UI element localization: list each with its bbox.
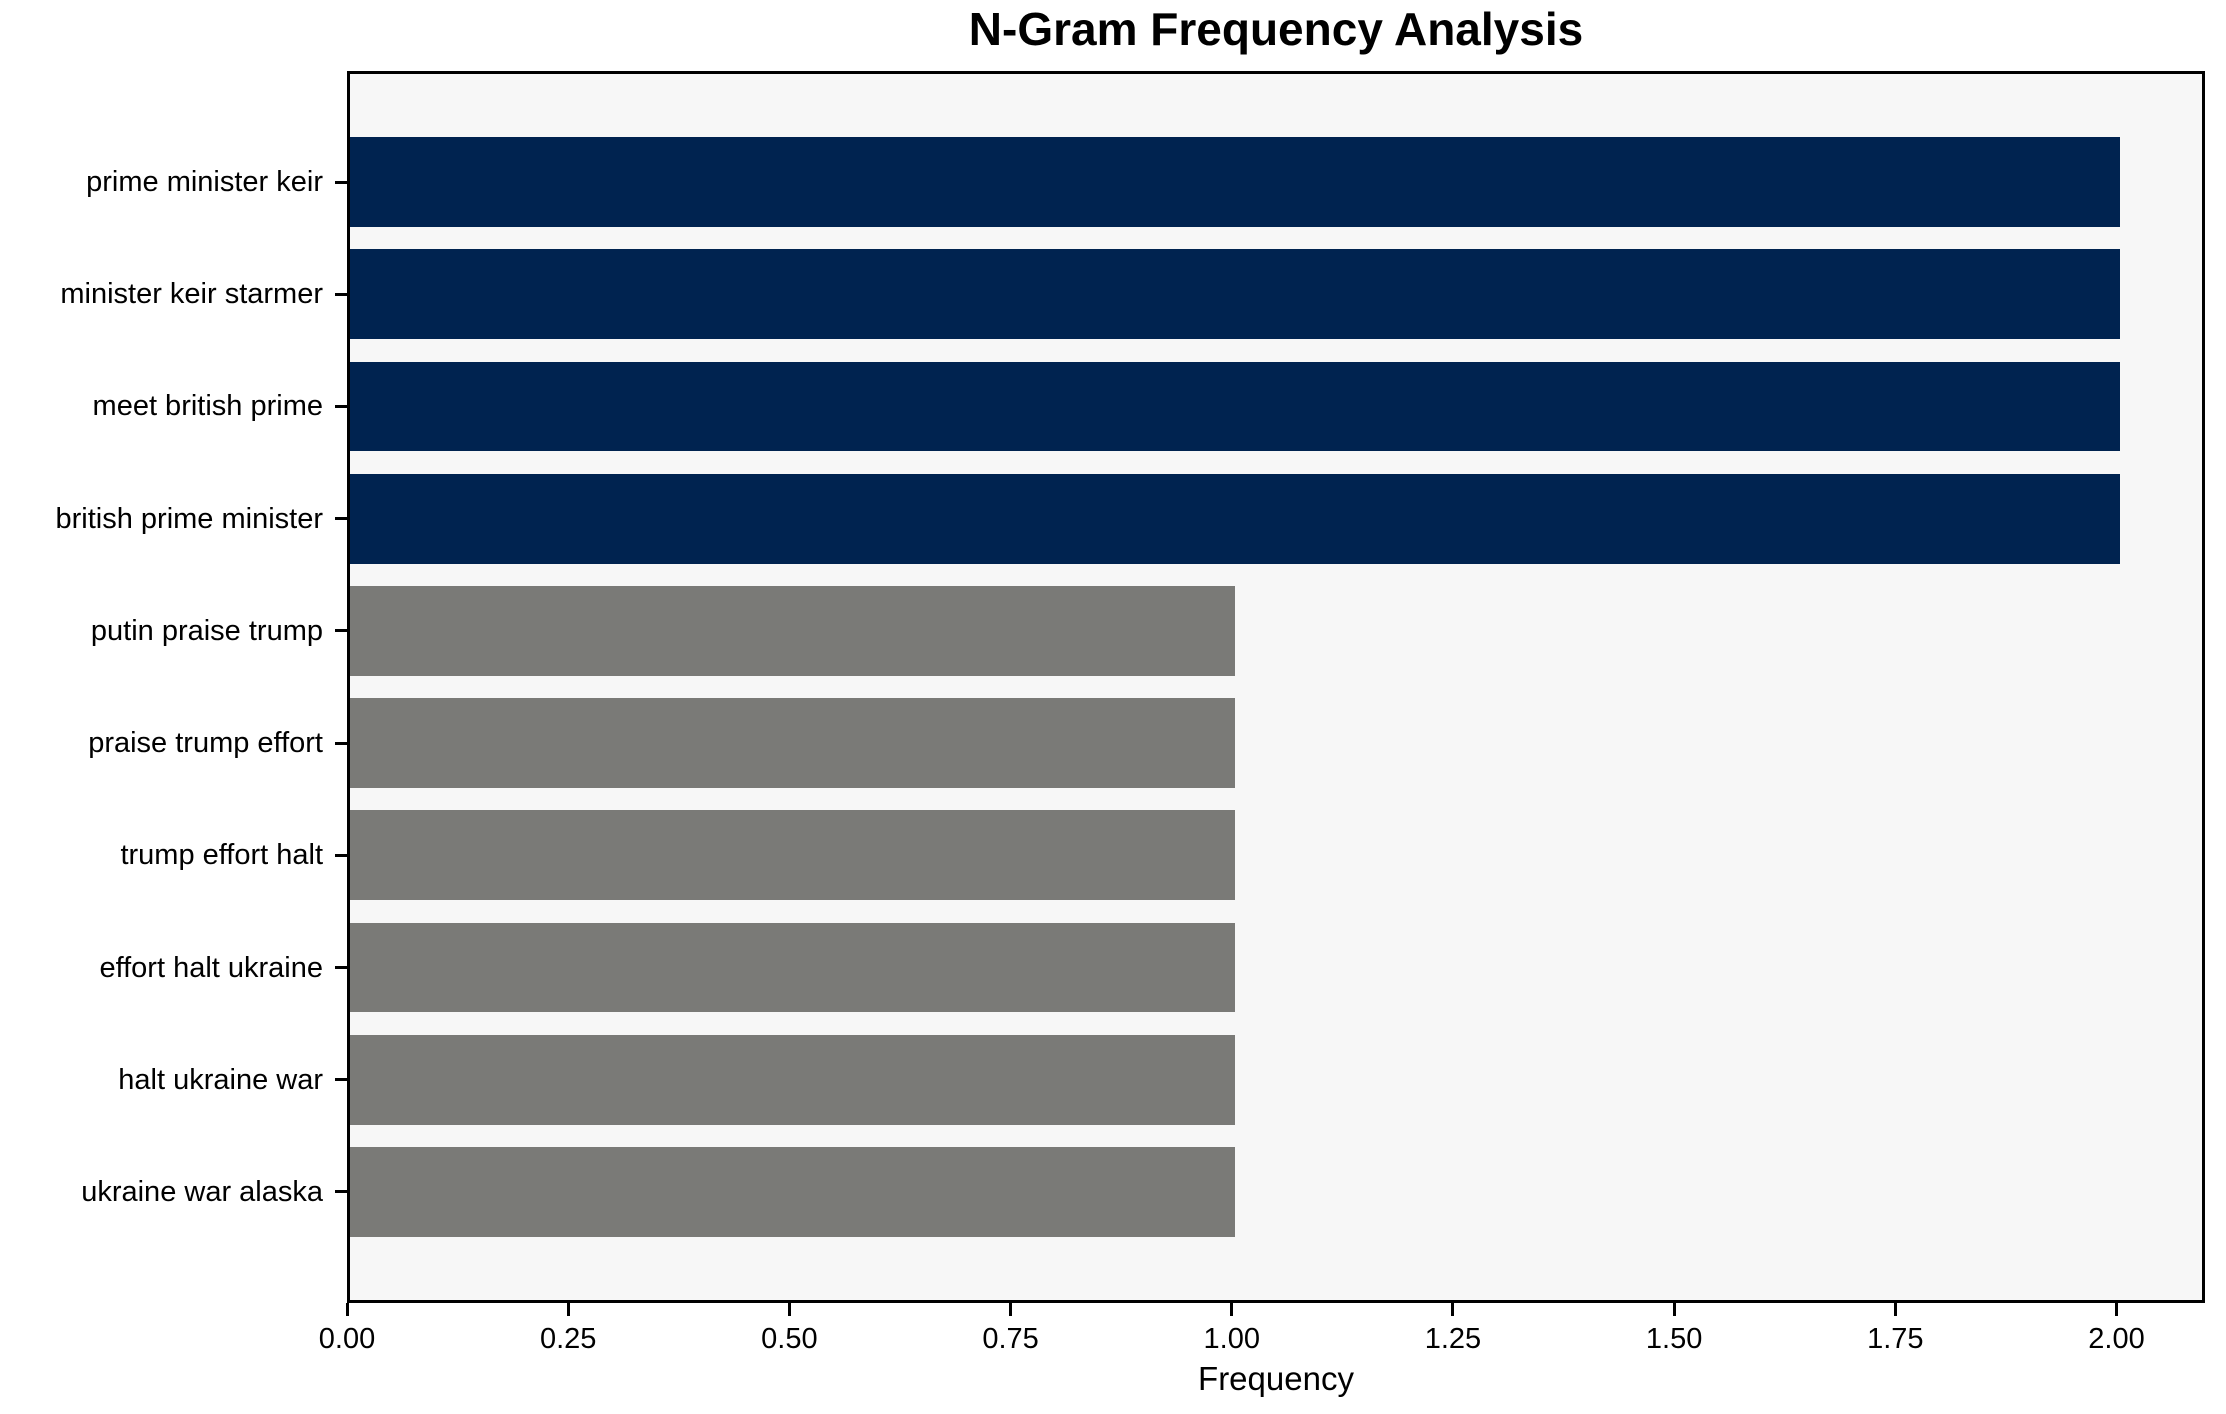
x-tick-mark	[1230, 1303, 1234, 1316]
chart-bar	[350, 137, 2120, 227]
x-tick-label: 1.75	[1867, 1323, 1924, 1355]
y-tick-label: trump effort halt	[120, 839, 323, 872]
plot-area	[347, 71, 2205, 1303]
chart-title: N-Gram Frequency Analysis	[968, 3, 1584, 55]
x-tick-mark	[787, 1303, 791, 1316]
x-tick-mark	[1009, 1303, 1013, 1316]
chart-bar	[350, 361, 2120, 452]
x-tick-label: 1.50	[1645, 1323, 1703, 1355]
y-tick-mark	[335, 404, 347, 408]
y-tick-mark	[335, 1078, 347, 1082]
chart-bar	[350, 1034, 1235, 1125]
y-tick-mark	[335, 741, 347, 745]
chart-bar	[350, 1147, 1235, 1237]
y-tick-label: meet british prime	[92, 390, 323, 423]
x-tick-mark	[1672, 1303, 1676, 1316]
chart-bar	[350, 473, 2120, 564]
x-tick-label: 2.00	[2088, 1323, 2145, 1355]
y-tick-mark	[335, 966, 347, 969]
x-tick-label: 1.25	[1424, 1323, 1482, 1355]
x-tick-label: 0.00	[318, 1323, 376, 1355]
y-tick-mark	[335, 1190, 347, 1194]
x-tick-mark	[345, 1303, 349, 1316]
x-axis-label: Frequency	[1198, 1360, 1354, 1397]
x-tick-label: 0.50	[761, 1323, 818, 1355]
chart-bar	[350, 698, 1235, 788]
x-tick-mark	[1451, 1303, 1455, 1316]
chart-bar	[350, 922, 1235, 1013]
y-tick-mark	[335, 853, 347, 857]
x-tick-mark	[566, 1303, 570, 1316]
chart-bar	[350, 249, 2120, 340]
y-tick-label: putin praise trump	[90, 614, 323, 647]
x-tick-label: 0.25	[539, 1323, 597, 1355]
x-tick-label: 0.75	[982, 1323, 1039, 1355]
x-tick-mark	[1893, 1303, 1897, 1316]
y-tick-label: effort halt ukraine	[99, 951, 323, 984]
y-tick-mark	[335, 292, 347, 296]
y-tick-mark	[335, 517, 347, 521]
x-tick-mark	[2115, 1303, 2119, 1316]
y-tick-label: prime minister keir	[86, 166, 323, 199]
y-tick-mark	[335, 629, 347, 633]
y-tick-label: british prime minister	[55, 502, 324, 535]
chart-bar	[350, 810, 1235, 901]
x-tick-label: 1.00	[1203, 1323, 1260, 1355]
y-tick-label: praise trump effort	[88, 727, 323, 760]
y-tick-mark	[335, 180, 347, 184]
chart-bar	[350, 586, 1235, 676]
y-tick-label: ukraine war alaska	[81, 1175, 323, 1208]
y-tick-label: minister keir starmer	[60, 278, 323, 311]
y-tick-label: halt ukraine war	[118, 1063, 323, 1096]
